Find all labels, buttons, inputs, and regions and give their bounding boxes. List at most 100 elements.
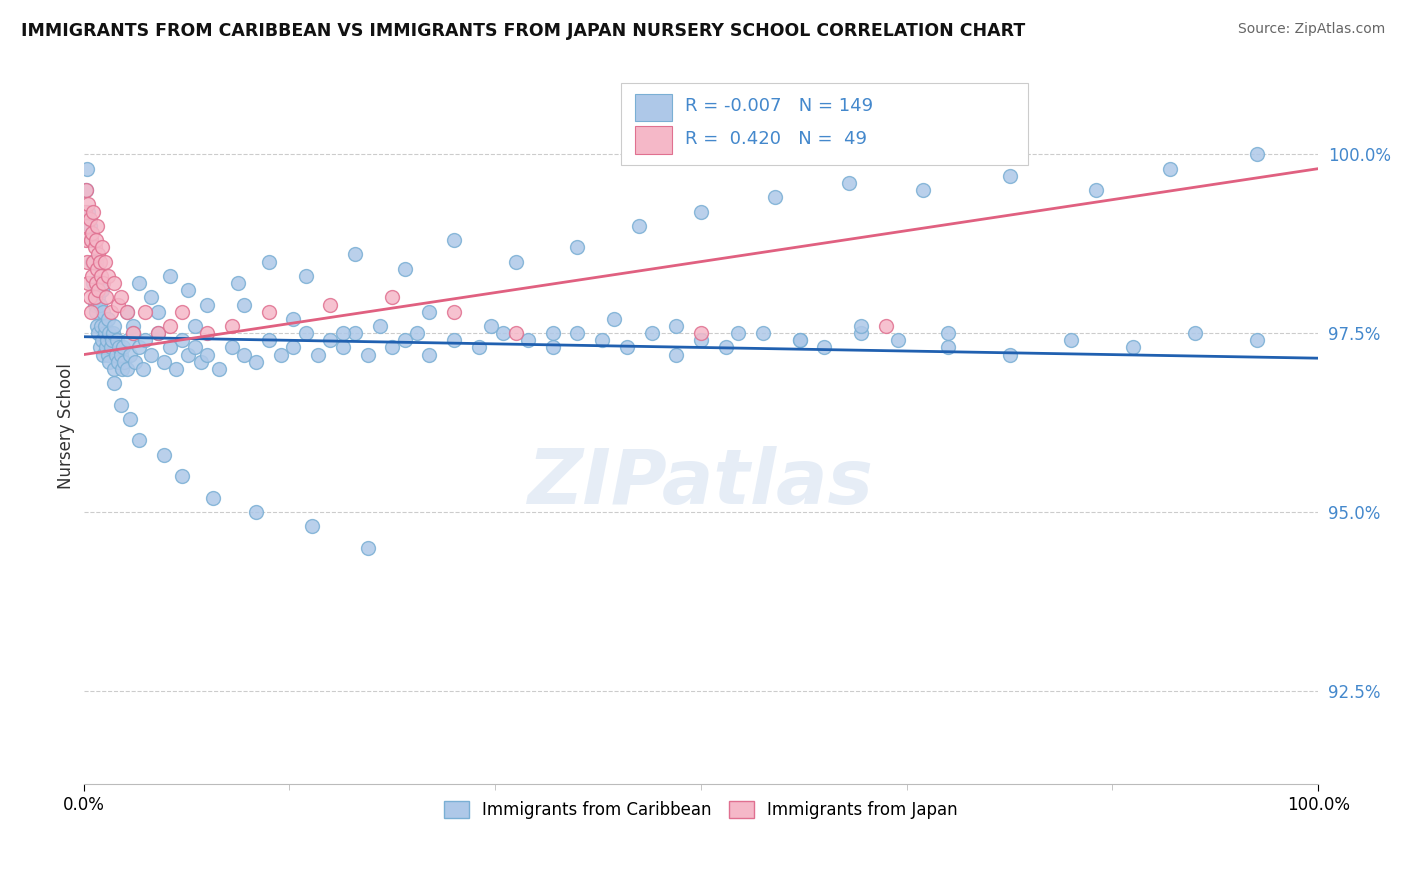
Point bbox=[117, 334, 139, 348]
Point bbox=[100, 341, 122, 355]
Point bbox=[245, 505, 267, 519]
Point bbox=[103, 362, 125, 376]
Point bbox=[86, 261, 108, 276]
Point bbox=[283, 311, 305, 326]
Text: R = -0.007   N = 149: R = -0.007 N = 149 bbox=[685, 96, 873, 115]
Point bbox=[257, 334, 280, 348]
Point bbox=[1085, 183, 1108, 197]
Point bbox=[82, 268, 104, 283]
FancyBboxPatch shape bbox=[620, 83, 1028, 165]
Point bbox=[492, 326, 515, 340]
Point bbox=[394, 261, 416, 276]
Point bbox=[307, 348, 329, 362]
Point bbox=[91, 304, 114, 318]
Point bbox=[97, 348, 120, 362]
Point bbox=[91, 240, 114, 254]
Point bbox=[1246, 334, 1268, 348]
Point bbox=[172, 304, 194, 318]
Text: Source: ZipAtlas.com: Source: ZipAtlas.com bbox=[1237, 22, 1385, 37]
Point bbox=[690, 326, 713, 340]
Point bbox=[110, 348, 132, 362]
Point bbox=[838, 176, 860, 190]
Point bbox=[146, 304, 169, 318]
Point bbox=[75, 233, 97, 247]
Point bbox=[505, 326, 527, 340]
Point bbox=[107, 355, 129, 369]
Point bbox=[344, 326, 367, 340]
Point bbox=[245, 355, 267, 369]
Point bbox=[77, 276, 100, 290]
Point bbox=[195, 326, 218, 340]
Point bbox=[84, 276, 107, 290]
Point bbox=[93, 318, 115, 333]
Point bbox=[80, 233, 103, 247]
Bar bbox=[636, 94, 672, 120]
Point bbox=[108, 341, 131, 355]
Point bbox=[233, 348, 256, 362]
Point bbox=[83, 240, 105, 254]
Point bbox=[105, 334, 128, 348]
Point bbox=[100, 304, 122, 318]
Point bbox=[567, 240, 589, 254]
Point bbox=[110, 290, 132, 304]
Point bbox=[172, 334, 194, 348]
Point bbox=[83, 290, 105, 304]
Point bbox=[112, 341, 135, 355]
Point bbox=[93, 326, 115, 340]
Point bbox=[195, 297, 218, 311]
Point bbox=[79, 219, 101, 233]
Point bbox=[76, 219, 98, 233]
Point bbox=[101, 334, 124, 348]
Point bbox=[616, 341, 638, 355]
Point bbox=[75, 183, 97, 197]
Point bbox=[640, 326, 662, 340]
Bar bbox=[636, 127, 672, 153]
Point bbox=[115, 304, 138, 318]
Point bbox=[221, 318, 243, 333]
Point bbox=[101, 326, 124, 340]
Point bbox=[665, 318, 688, 333]
Point bbox=[82, 254, 104, 268]
Point bbox=[86, 276, 108, 290]
Point bbox=[208, 362, 231, 376]
Point bbox=[1122, 341, 1144, 355]
Point bbox=[152, 448, 174, 462]
Point bbox=[120, 348, 142, 362]
Point bbox=[190, 355, 212, 369]
Point bbox=[141, 348, 163, 362]
Point bbox=[591, 334, 613, 348]
Point bbox=[257, 254, 280, 268]
Point bbox=[89, 341, 111, 355]
Point bbox=[122, 326, 145, 340]
Point bbox=[479, 318, 502, 333]
Point bbox=[418, 304, 440, 318]
Point bbox=[84, 233, 107, 247]
Point bbox=[97, 268, 120, 283]
Point bbox=[103, 276, 125, 290]
Point bbox=[122, 318, 145, 333]
Y-axis label: Nursery School: Nursery School bbox=[58, 363, 75, 489]
Point bbox=[875, 318, 897, 333]
Point bbox=[541, 341, 564, 355]
Point bbox=[87, 283, 110, 297]
Point bbox=[82, 276, 104, 290]
Point bbox=[195, 348, 218, 362]
Point bbox=[443, 304, 465, 318]
Point bbox=[159, 341, 181, 355]
Point bbox=[344, 247, 367, 261]
Point bbox=[122, 326, 145, 340]
Point bbox=[183, 318, 205, 333]
Point bbox=[86, 219, 108, 233]
Point bbox=[97, 311, 120, 326]
Point bbox=[80, 233, 103, 247]
Point bbox=[257, 304, 280, 318]
Point bbox=[1184, 326, 1206, 340]
Point bbox=[98, 326, 121, 340]
Point bbox=[89, 297, 111, 311]
Point bbox=[111, 362, 134, 376]
Point bbox=[628, 219, 651, 233]
Point bbox=[87, 247, 110, 261]
Point bbox=[77, 197, 100, 211]
Point bbox=[76, 161, 98, 176]
Point bbox=[418, 348, 440, 362]
